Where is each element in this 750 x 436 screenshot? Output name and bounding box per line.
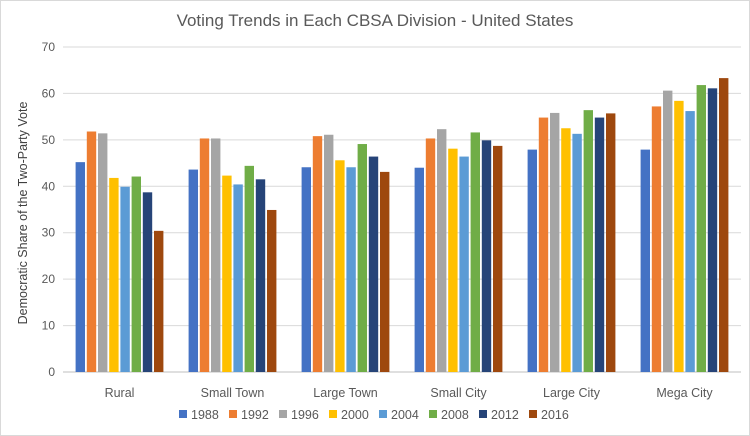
bar-2004-small-city	[459, 156, 469, 372]
bar-2004-mega-city	[685, 111, 695, 373]
bar-2016-large-city	[606, 113, 616, 373]
bar-1996-large-city	[550, 112, 560, 372]
bar-2004-small-town	[233, 184, 243, 372]
bar-2012-small-city	[481, 140, 492, 372]
bar-2000-large-city	[561, 128, 571, 372]
bar-2016-small-city	[493, 145, 503, 372]
bar-1992-large-town	[312, 136, 323, 372]
x-tick-label: Small City	[430, 386, 487, 400]
bar-1996-small-city	[437, 129, 447, 372]
bar-2000-small-town	[222, 175, 232, 372]
legend-item: 1988	[179, 408, 219, 422]
x-tick-label: Large City	[543, 386, 601, 400]
bar-1988-mega-city	[640, 149, 650, 372]
bar-1992-mega-city	[651, 106, 662, 372]
legend-item: 2004	[379, 408, 419, 422]
bar-2012-small-town	[255, 179, 266, 372]
gridlines	[63, 46, 741, 373]
bar-1988-small-town	[188, 169, 198, 372]
bar-2016-mega-city	[719, 78, 729, 372]
bar-2008-small-town	[244, 165, 254, 372]
y-tick-label: 20	[42, 272, 56, 286]
bar-2008-large-town	[357, 144, 367, 372]
legend-swatch	[179, 410, 187, 418]
legend-swatch	[329, 410, 337, 418]
bar-1992-large-city	[538, 117, 549, 372]
bar-2004-rural	[120, 186, 130, 372]
legend-swatch	[429, 410, 437, 418]
y-axis-label: Democratic Share of the Two-Party Vote	[16, 102, 30, 325]
legend-swatch	[279, 410, 287, 418]
bar-2012-large-town	[368, 156, 379, 372]
y-tick-label: 10	[42, 319, 56, 333]
x-axis-ticks: Rural Small Town Large Town Small City Large…	[105, 386, 714, 400]
bar-1992-small-city	[425, 138, 436, 372]
bar-2012-rural	[142, 192, 153, 372]
bar-1988-large-town	[301, 167, 311, 372]
bar-1996-rural	[98, 133, 108, 372]
bar-2016-large-town	[380, 171, 390, 372]
legend-label: 2008	[441, 408, 469, 422]
bar-1992-small-town	[199, 138, 210, 372]
y-tick-label: 40	[42, 179, 56, 193]
legend-swatch	[529, 410, 537, 418]
legend-label: 2012	[491, 408, 519, 422]
bar-2008-small-city	[470, 132, 480, 372]
bar-2016-small-town	[267, 209, 277, 372]
y-tick-label: 30	[42, 226, 56, 240]
bar-2012-mega-city	[707, 88, 718, 373]
legend-item: 1996	[279, 408, 319, 422]
bars	[75, 78, 729, 373]
legend-label: 2004	[391, 408, 419, 422]
legend-swatch	[379, 410, 387, 418]
legend-item: 1992	[229, 408, 269, 422]
legend-label: 2000	[341, 408, 369, 422]
legend-item: 2008	[429, 408, 469, 422]
legend-label: 1996	[291, 408, 319, 422]
bar-1988-large-city	[527, 149, 537, 372]
legend-label: 1988	[191, 408, 219, 422]
legend-item: 2012	[479, 408, 519, 422]
bar-2000-small-city	[448, 148, 458, 372]
y-tick-label: 50	[42, 133, 56, 147]
bar-2004-large-city	[572, 133, 582, 372]
y-tick-label: 0	[48, 365, 55, 379]
x-tick-label: Large Town	[313, 386, 377, 400]
bar-1988-rural	[75, 162, 85, 372]
chart-title: Voting Trends in Each CBSA Division - Un…	[177, 11, 574, 30]
y-tick-label: 60	[42, 86, 56, 100]
bar-2000-mega-city	[674, 100, 684, 372]
legend-label: 2016	[541, 408, 569, 422]
x-tick-label: Rural	[105, 386, 135, 400]
bar-2016-rural	[154, 230, 164, 372]
legend-label: 1992	[241, 408, 269, 422]
x-tick-label: Mega City	[656, 386, 713, 400]
bar-2000-large-town	[335, 160, 345, 372]
bar-1996-small-town	[211, 138, 221, 372]
bar-1996-large-town	[324, 134, 334, 372]
bar-1992-rural	[86, 131, 97, 372]
legend: 1988 1992 1996 2000 2004 2008 2012 2016	[179, 408, 569, 422]
y-tick-label: 70	[42, 40, 56, 54]
bar-2008-mega-city	[696, 85, 706, 373]
legend-swatch	[479, 410, 487, 418]
legend-item: 2000	[329, 408, 369, 422]
bar-2008-large-city	[583, 110, 593, 373]
bar-1996-mega-city	[663, 90, 673, 373]
bar-2004-large-town	[346, 167, 356, 372]
bar-2008-rural	[131, 176, 141, 372]
bar-1988-small-city	[414, 167, 424, 372]
bar-2000-rural	[109, 177, 119, 372]
bar-2012-large-city	[594, 117, 605, 372]
legend-swatch	[229, 410, 237, 418]
x-tick-label: Small Town	[201, 386, 265, 400]
y-axis-ticks: 0 10 20 30 40 50 60 70	[42, 40, 56, 379]
legend-item: 2016	[529, 408, 569, 422]
